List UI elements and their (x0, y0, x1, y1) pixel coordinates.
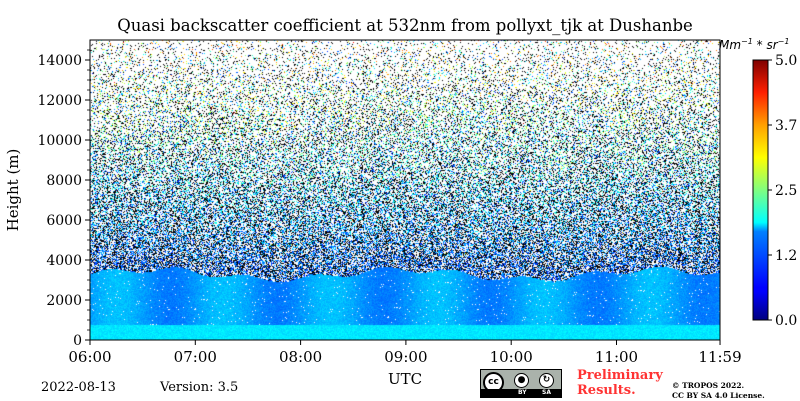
y-tick-label: 4000 (46, 253, 82, 269)
colorbar: 0.0 1.2 2.5 3.7 5.0 (752, 53, 797, 329)
badge-strip (481, 389, 561, 397)
x-tick-label: 10:00 (490, 348, 533, 366)
x-tick-label: 08:00 (279, 348, 322, 366)
y-tick-label: 2000 (46, 293, 82, 309)
cc-license-badge: cc ● ↻ BY SA (480, 369, 562, 398)
preliminary-results-note: Preliminary Results. (577, 368, 663, 398)
colorbar-tick-label: 3.7 (775, 118, 797, 134)
attribution-icon: ● (514, 373, 529, 388)
heatmap-image (90, 40, 720, 340)
x-axis-label: UTC (388, 370, 422, 388)
colorbar-tick-label: 1.2 (775, 248, 797, 264)
x-tick-label: 06:00 (68, 348, 111, 366)
preliminary-line-1: Preliminary (577, 368, 663, 383)
y-tick-label: 8000 (46, 173, 82, 189)
copyright-note: © TROPOS 2022. CC BY SA 4.0 License. (672, 381, 765, 401)
x-tick-label: 11:00 (595, 348, 638, 366)
y-axis-label: Height (m) (4, 149, 22, 232)
y-tick-label: 6000 (46, 213, 82, 229)
copyright-line-1: © TROPOS 2022. (672, 381, 745, 390)
date-label: 2022-08-13 (41, 380, 116, 395)
sa-label: SA (542, 389, 551, 396)
colorbar-ticks: 0.0 1.2 2.5 3.7 5.0 (768, 53, 797, 329)
preliminary-line-2: Results. (577, 383, 636, 398)
y-tick-label: 10000 (37, 133, 82, 149)
heatmap-area (89, 39, 721, 341)
colorbar-gradient (752, 59, 769, 321)
y-tick-label: 12000 (37, 93, 82, 109)
x-tick-label: 09:00 (384, 348, 427, 366)
x-tick-label: 07:00 (174, 348, 217, 366)
copyright-line-2: CC BY SA 4.0 License. (672, 391, 765, 400)
colorbar-tick-label: 5.0 (775, 53, 797, 69)
colorbar-unit-label: Mm−1 * sr−1 (719, 37, 790, 52)
x-tick-label: 11:59 (698, 348, 741, 366)
y-tick-label: 0 (73, 333, 82, 349)
version-label: Version: 3.5 (160, 380, 239, 395)
x-axis: 06:00 07:00 08:00 09:00 10:00 11:00 11:59 (68, 340, 742, 366)
colorbar-tick-label: 0.0 (775, 313, 797, 329)
colorbar-tick-label: 2.5 (775, 183, 797, 199)
share-alike-icon: ↻ (539, 373, 554, 388)
y-axis: 0 2000 4000 6000 8000 10000 12000 14000 (37, 49, 90, 349)
y-tick-label: 14000 (37, 53, 82, 69)
chart-title: Quasi backscatter coefficient at 532nm f… (117, 16, 693, 35)
by-label: BY (518, 389, 527, 396)
